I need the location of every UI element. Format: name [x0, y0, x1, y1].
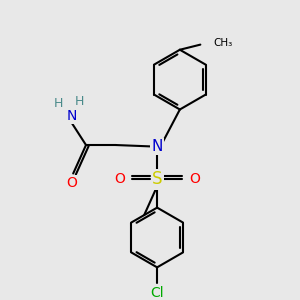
Text: O: O — [114, 172, 125, 186]
Text: N: N — [152, 139, 163, 154]
Text: H: H — [54, 97, 63, 110]
Text: N: N — [67, 109, 77, 123]
Text: CH₃: CH₃ — [213, 38, 233, 48]
Text: S: S — [152, 170, 162, 188]
Text: Cl: Cl — [150, 286, 164, 300]
Text: H: H — [75, 95, 84, 108]
Text: O: O — [189, 172, 200, 186]
Text: O: O — [66, 176, 77, 190]
